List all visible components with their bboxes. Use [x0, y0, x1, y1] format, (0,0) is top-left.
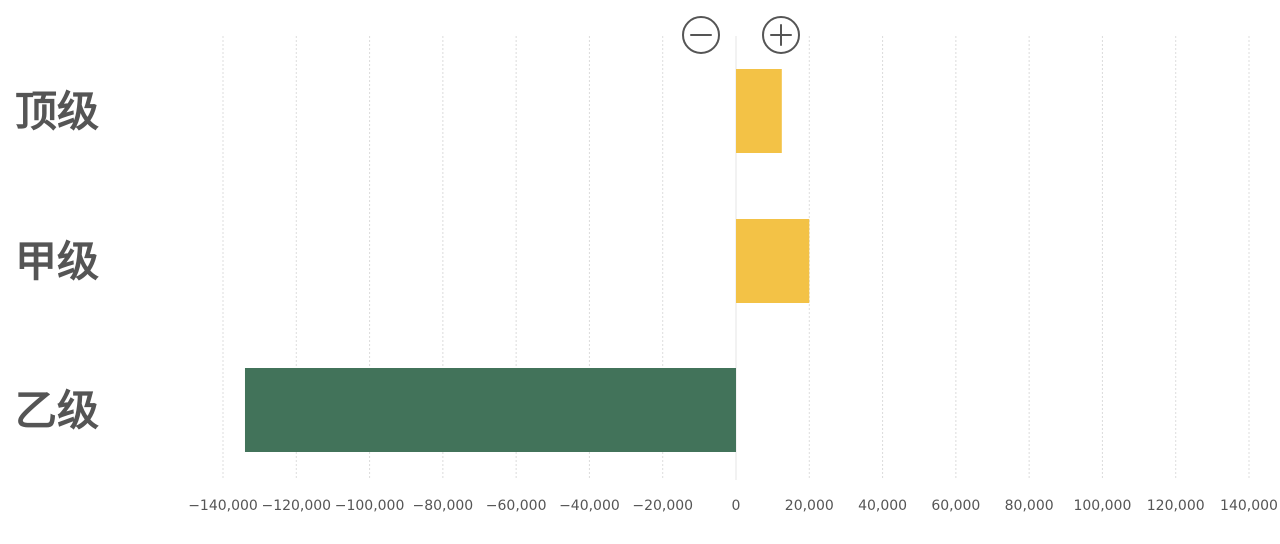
x-tick-label: −80,000	[412, 498, 473, 514]
x-tick-label: 80,000	[1005, 498, 1054, 514]
grid-layer	[222, 36, 1250, 480]
minus-circle-icon	[682, 16, 720, 54]
x-axis-tick-labels: −140,000 −120,000 −100,000 −80,000 −60,000 −4…	[188, 498, 1278, 514]
bar	[244, 368, 736, 452]
x-tick-label: 140,000	[1220, 498, 1278, 514]
x-tick-label: −40,000	[559, 498, 620, 514]
x-tick-label: 20,000	[785, 498, 834, 514]
x-tick-label: 60,000	[931, 498, 980, 514]
x-tick-label: −100,000	[335, 498, 405, 514]
x-tick-label: −140,000	[188, 498, 258, 514]
category-label: 乙级	[15, 386, 99, 435]
plus-circle-icon	[762, 16, 800, 54]
x-tick-label: 0	[732, 498, 741, 514]
category-label: 顶级	[15, 87, 99, 136]
bar	[736, 69, 782, 153]
x-tick-label: −120,000	[261, 498, 331, 514]
x-tick-label: 120,000	[1147, 498, 1205, 514]
category-label: 甲级	[15, 237, 99, 286]
x-tick-label: 40,000	[858, 498, 907, 514]
bar-layer	[244, 69, 810, 452]
x-tick-label: 100,000	[1073, 498, 1131, 514]
x-tick-label: −60,000	[486, 498, 547, 514]
x-tick-label: −20,000	[632, 498, 693, 514]
bar	[736, 219, 810, 303]
